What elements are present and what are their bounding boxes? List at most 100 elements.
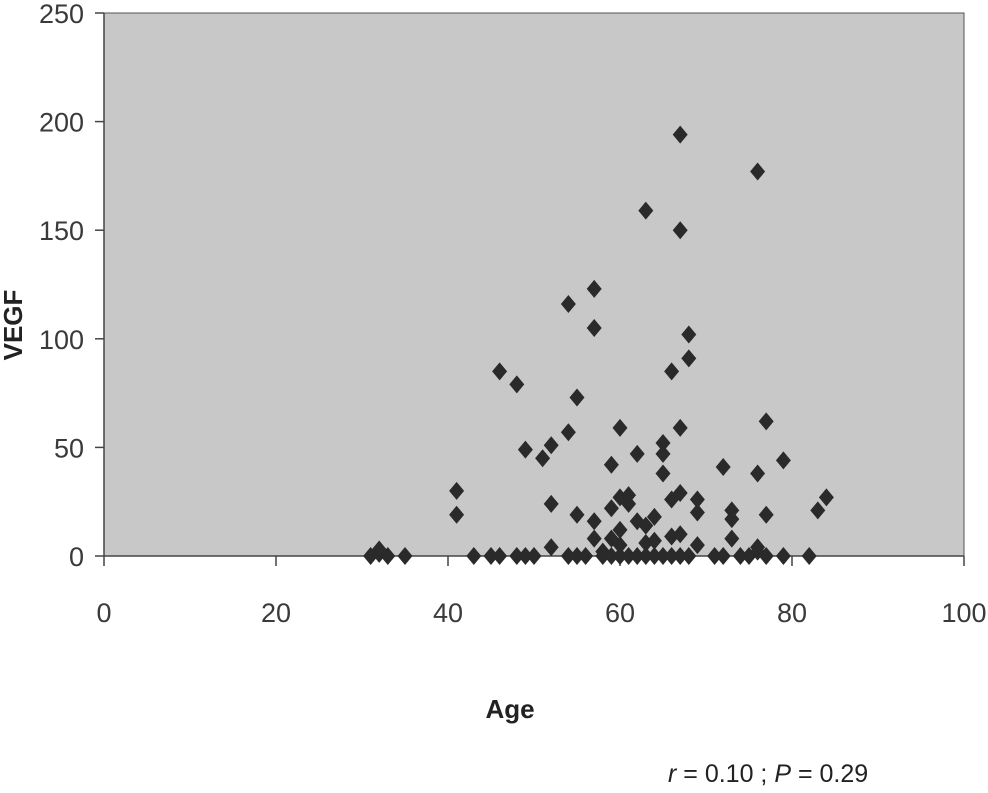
data-point <box>732 547 748 565</box>
data-point <box>560 547 576 565</box>
x-tick-label: 20 <box>261 598 291 628</box>
data-point <box>397 547 413 565</box>
data-point <box>775 547 791 565</box>
y-tick-label: 150 <box>39 216 84 246</box>
data-point <box>681 325 697 344</box>
data-point <box>543 538 559 557</box>
data-point <box>672 418 688 437</box>
data-point <box>380 547 396 565</box>
data-point <box>586 529 602 548</box>
data-point <box>646 547 662 565</box>
p-value-text: = 0.29 <box>791 760 869 788</box>
data-point <box>715 547 731 565</box>
data-point <box>638 201 654 220</box>
x-tick-label: 60 <box>605 598 635 628</box>
data-point <box>612 520 628 539</box>
data-point <box>509 547 525 565</box>
data-point <box>517 547 533 565</box>
data-point <box>586 318 602 337</box>
data-point <box>621 547 637 565</box>
data-point <box>466 547 482 565</box>
data-point <box>560 423 576 442</box>
data-point <box>449 505 465 524</box>
y-tick-label: 0 <box>69 542 84 572</box>
data-point <box>646 531 662 550</box>
data-point <box>672 484 688 503</box>
data-point <box>638 547 654 565</box>
x-tick-label: 100 <box>941 598 986 628</box>
data-point <box>724 529 740 548</box>
data-point <box>664 547 680 565</box>
data-point <box>758 412 774 431</box>
y-tick-label: 50 <box>54 433 84 463</box>
x-tick-label: 0 <box>96 598 111 628</box>
data-point <box>664 362 680 381</box>
data-point <box>509 375 525 394</box>
x-tick-label: 80 <box>777 598 807 628</box>
data-point <box>758 547 774 565</box>
data-point <box>689 536 705 555</box>
data-point <box>655 444 671 463</box>
data-point <box>646 507 662 526</box>
data-point <box>715 457 731 476</box>
data-points <box>363 125 834 565</box>
data-point <box>707 547 723 565</box>
data-point <box>586 512 602 531</box>
p-symbol: P <box>774 760 792 788</box>
data-point <box>775 451 791 470</box>
data-point <box>535 449 551 468</box>
correlation-annotation: r = 0.10 ; P = 0.29 <box>668 760 868 789</box>
r-symbol: r <box>668 760 677 788</box>
data-point <box>801 547 817 565</box>
data-point <box>724 510 740 529</box>
x-axis-title: Age <box>485 694 534 724</box>
data-point <box>603 499 619 518</box>
data-point <box>655 464 671 483</box>
data-point <box>638 516 654 535</box>
data-point <box>621 494 637 513</box>
y-axis-ticks: 0 50 100 150 200 250 <box>39 0 104 572</box>
data-point <box>578 547 594 565</box>
data-point <box>612 536 628 555</box>
data-point <box>818 488 834 507</box>
data-point <box>655 434 671 453</box>
data-point <box>655 547 671 565</box>
y-tick-label: 200 <box>39 108 84 138</box>
r-value-text: = 0.10 ; <box>676 760 775 788</box>
data-point <box>526 547 542 565</box>
data-point <box>612 418 628 437</box>
y-tick-label: 250 <box>39 0 84 29</box>
data-point <box>543 436 559 455</box>
data-point <box>586 279 602 298</box>
data-point <box>449 481 465 500</box>
data-point <box>750 162 766 181</box>
y-axis-title: VEGF <box>0 290 28 361</box>
data-point <box>569 547 585 565</box>
data-point <box>629 547 645 565</box>
data-point <box>672 525 688 544</box>
data-point <box>569 388 585 407</box>
data-point <box>629 444 645 463</box>
data-point <box>603 455 619 474</box>
data-point <box>612 547 628 565</box>
data-point <box>492 362 508 381</box>
data-point <box>543 494 559 513</box>
data-point <box>672 547 688 565</box>
data-point <box>672 125 688 144</box>
plot-area <box>103 12 965 557</box>
data-point <box>492 547 508 565</box>
data-point <box>681 349 697 368</box>
data-point <box>750 464 766 483</box>
data-point <box>672 221 688 240</box>
data-point <box>810 501 826 520</box>
data-point <box>681 547 697 565</box>
data-point <box>689 490 705 509</box>
data-point <box>569 505 585 524</box>
x-tick-label: 40 <box>433 598 463 628</box>
x-axis-ticks: 0 20 40 60 80 100 <box>96 556 987 628</box>
data-point <box>517 440 533 459</box>
data-point <box>758 505 774 524</box>
y-tick-label: 100 <box>39 325 84 355</box>
data-point <box>483 547 499 565</box>
